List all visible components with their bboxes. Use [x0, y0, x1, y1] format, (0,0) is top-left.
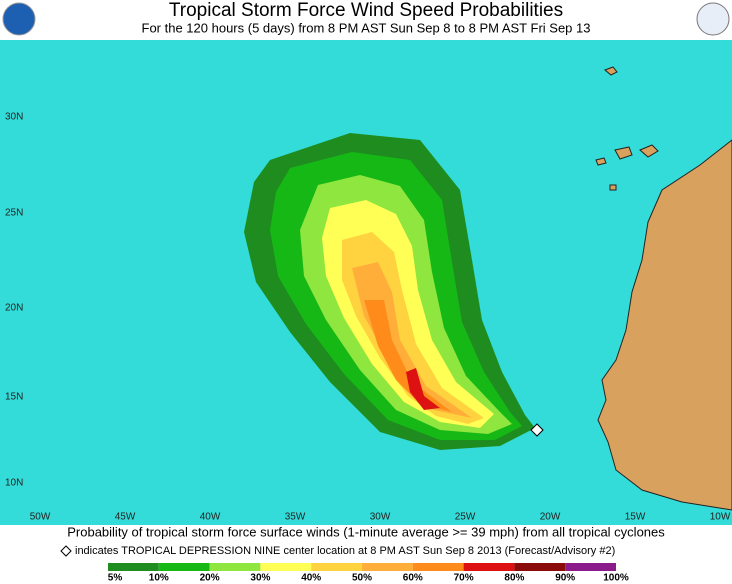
legend-swatch — [209, 563, 261, 571]
lon-label: 20W — [540, 512, 561, 523]
lat-label: 20N — [5, 303, 23, 314]
lon-label: 40W — [200, 512, 221, 523]
legend-swatch — [565, 563, 616, 571]
legend-swatch — [108, 563, 159, 571]
legend-label: 70% — [454, 573, 474, 584]
islands — [595, 66, 659, 191]
storm-center — [530, 423, 544, 437]
caption: Probability of tropical storm force surf… — [67, 524, 665, 539]
legend-label: 30% — [250, 573, 270, 584]
legend-label: 20% — [200, 573, 220, 584]
lat-label: 10N — [5, 478, 23, 489]
map — [0, 40, 732, 525]
legend-swatch — [412, 563, 464, 571]
lon-label: 25W — [455, 512, 476, 523]
legend-label: 10% — [149, 573, 169, 584]
lat-label: 25N — [5, 208, 23, 219]
lat-labels: 30N 25N 20N 15N 10N — [5, 112, 23, 489]
legend-swatch — [514, 563, 566, 571]
legend-swatch — [158, 563, 210, 571]
contour-60 — [364, 300, 452, 412]
legend-label: 100% — [603, 573, 629, 584]
lon-labels: 50W 45W 40W 35W 30W 25W 20W 15W 10W — [30, 512, 731, 523]
africa — [597, 139, 732, 511]
lon-label: 10W — [710, 512, 731, 523]
legend-swatch — [362, 563, 413, 571]
title: Tropical Storm Force Wind Speed Probabil… — [169, 0, 563, 21]
legend-label: 40% — [301, 573, 321, 584]
legend-swatch — [311, 563, 362, 571]
nws-logo — [696, 2, 730, 36]
legend-label: 50% — [352, 573, 372, 584]
lon-label: 50W — [30, 512, 51, 523]
lon-label: 30W — [370, 512, 391, 523]
legend-swatch — [260, 563, 312, 571]
note: indicates TROPICAL DEPRESSION NINE cente… — [75, 545, 615, 557]
legend-swatch — [463, 563, 515, 571]
legend-label: 90% — [555, 573, 575, 584]
lat-label: 30N — [5, 112, 23, 123]
legend-label: 60% — [403, 573, 423, 584]
lon-label: 35W — [285, 512, 306, 523]
lon-label: 15W — [625, 512, 646, 523]
noaa-logo — [2, 2, 36, 36]
note-marker — [60, 545, 72, 557]
legend-label: 5% — [108, 573, 123, 584]
subtitle: For the 120 hours (5 days) from 8 PM AST… — [142, 20, 591, 35]
lat-label: 15N — [5, 392, 23, 403]
legend-label: 80% — [504, 573, 524, 584]
legend: 5% 10% 20% 30% 40% 50% 60% 70% 80% 90% 100% — [108, 563, 629, 584]
lon-label: 45W — [115, 512, 136, 523]
contour-70 — [406, 368, 440, 410]
